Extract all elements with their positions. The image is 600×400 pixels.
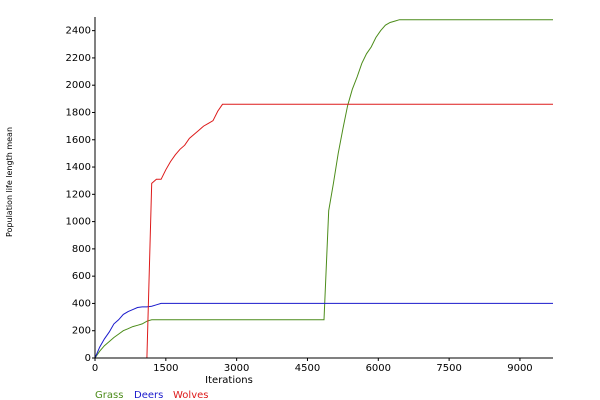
x-tick-label: 0 (92, 363, 98, 374)
y-tick-label: 400 (72, 298, 91, 309)
plot-lines (94, 19, 553, 359)
x-axis-ticks: 0 1500 3000 4500 6000 7500 9000 (92, 358, 533, 374)
x-tick-label: 4500 (295, 363, 320, 374)
y-tick-label: 200 (72, 326, 91, 337)
legend-entry-grass: Grass (95, 390, 123, 400)
x-tick-label: 7500 (436, 363, 461, 374)
series-line-wolves (95, 103, 553, 359)
y-tick-label: 2400 (66, 26, 91, 37)
legend-entry-deers: Deers (134, 390, 163, 400)
y-tick-label: 800 (72, 244, 91, 255)
y-axis-title: Population life length mean (5, 127, 14, 237)
y-tick-label: 1600 (66, 135, 91, 146)
y-tick-label: 1800 (66, 107, 91, 118)
series-line-deers (94, 302, 553, 359)
y-tick-label: 0 (85, 353, 91, 364)
x-tick-label: 6000 (366, 363, 391, 374)
x-axis-title: Iterations (205, 375, 253, 386)
x-tick-label: 9000 (507, 363, 532, 374)
series-line-grass (94, 19, 553, 359)
y-tick-label: 1200 (66, 189, 91, 200)
y-tick-label: 600 (72, 271, 91, 282)
y-axis-ticks: 0 200 400 600 800 1000 1200 1400 1600 1800 2000 220… (66, 26, 95, 364)
y-tick-label: 1000 (66, 217, 91, 228)
legend-entry-wolves: Wolves (173, 390, 208, 400)
x-tick-label: 3000 (224, 363, 249, 374)
legend: Grass Deers Wolves (95, 390, 208, 400)
x-tick-label: 1500 (153, 363, 178, 374)
y-tick-label: 2200 (66, 53, 91, 64)
y-tick-label: 2000 (66, 80, 91, 91)
y-tick-label: 1400 (66, 162, 91, 173)
